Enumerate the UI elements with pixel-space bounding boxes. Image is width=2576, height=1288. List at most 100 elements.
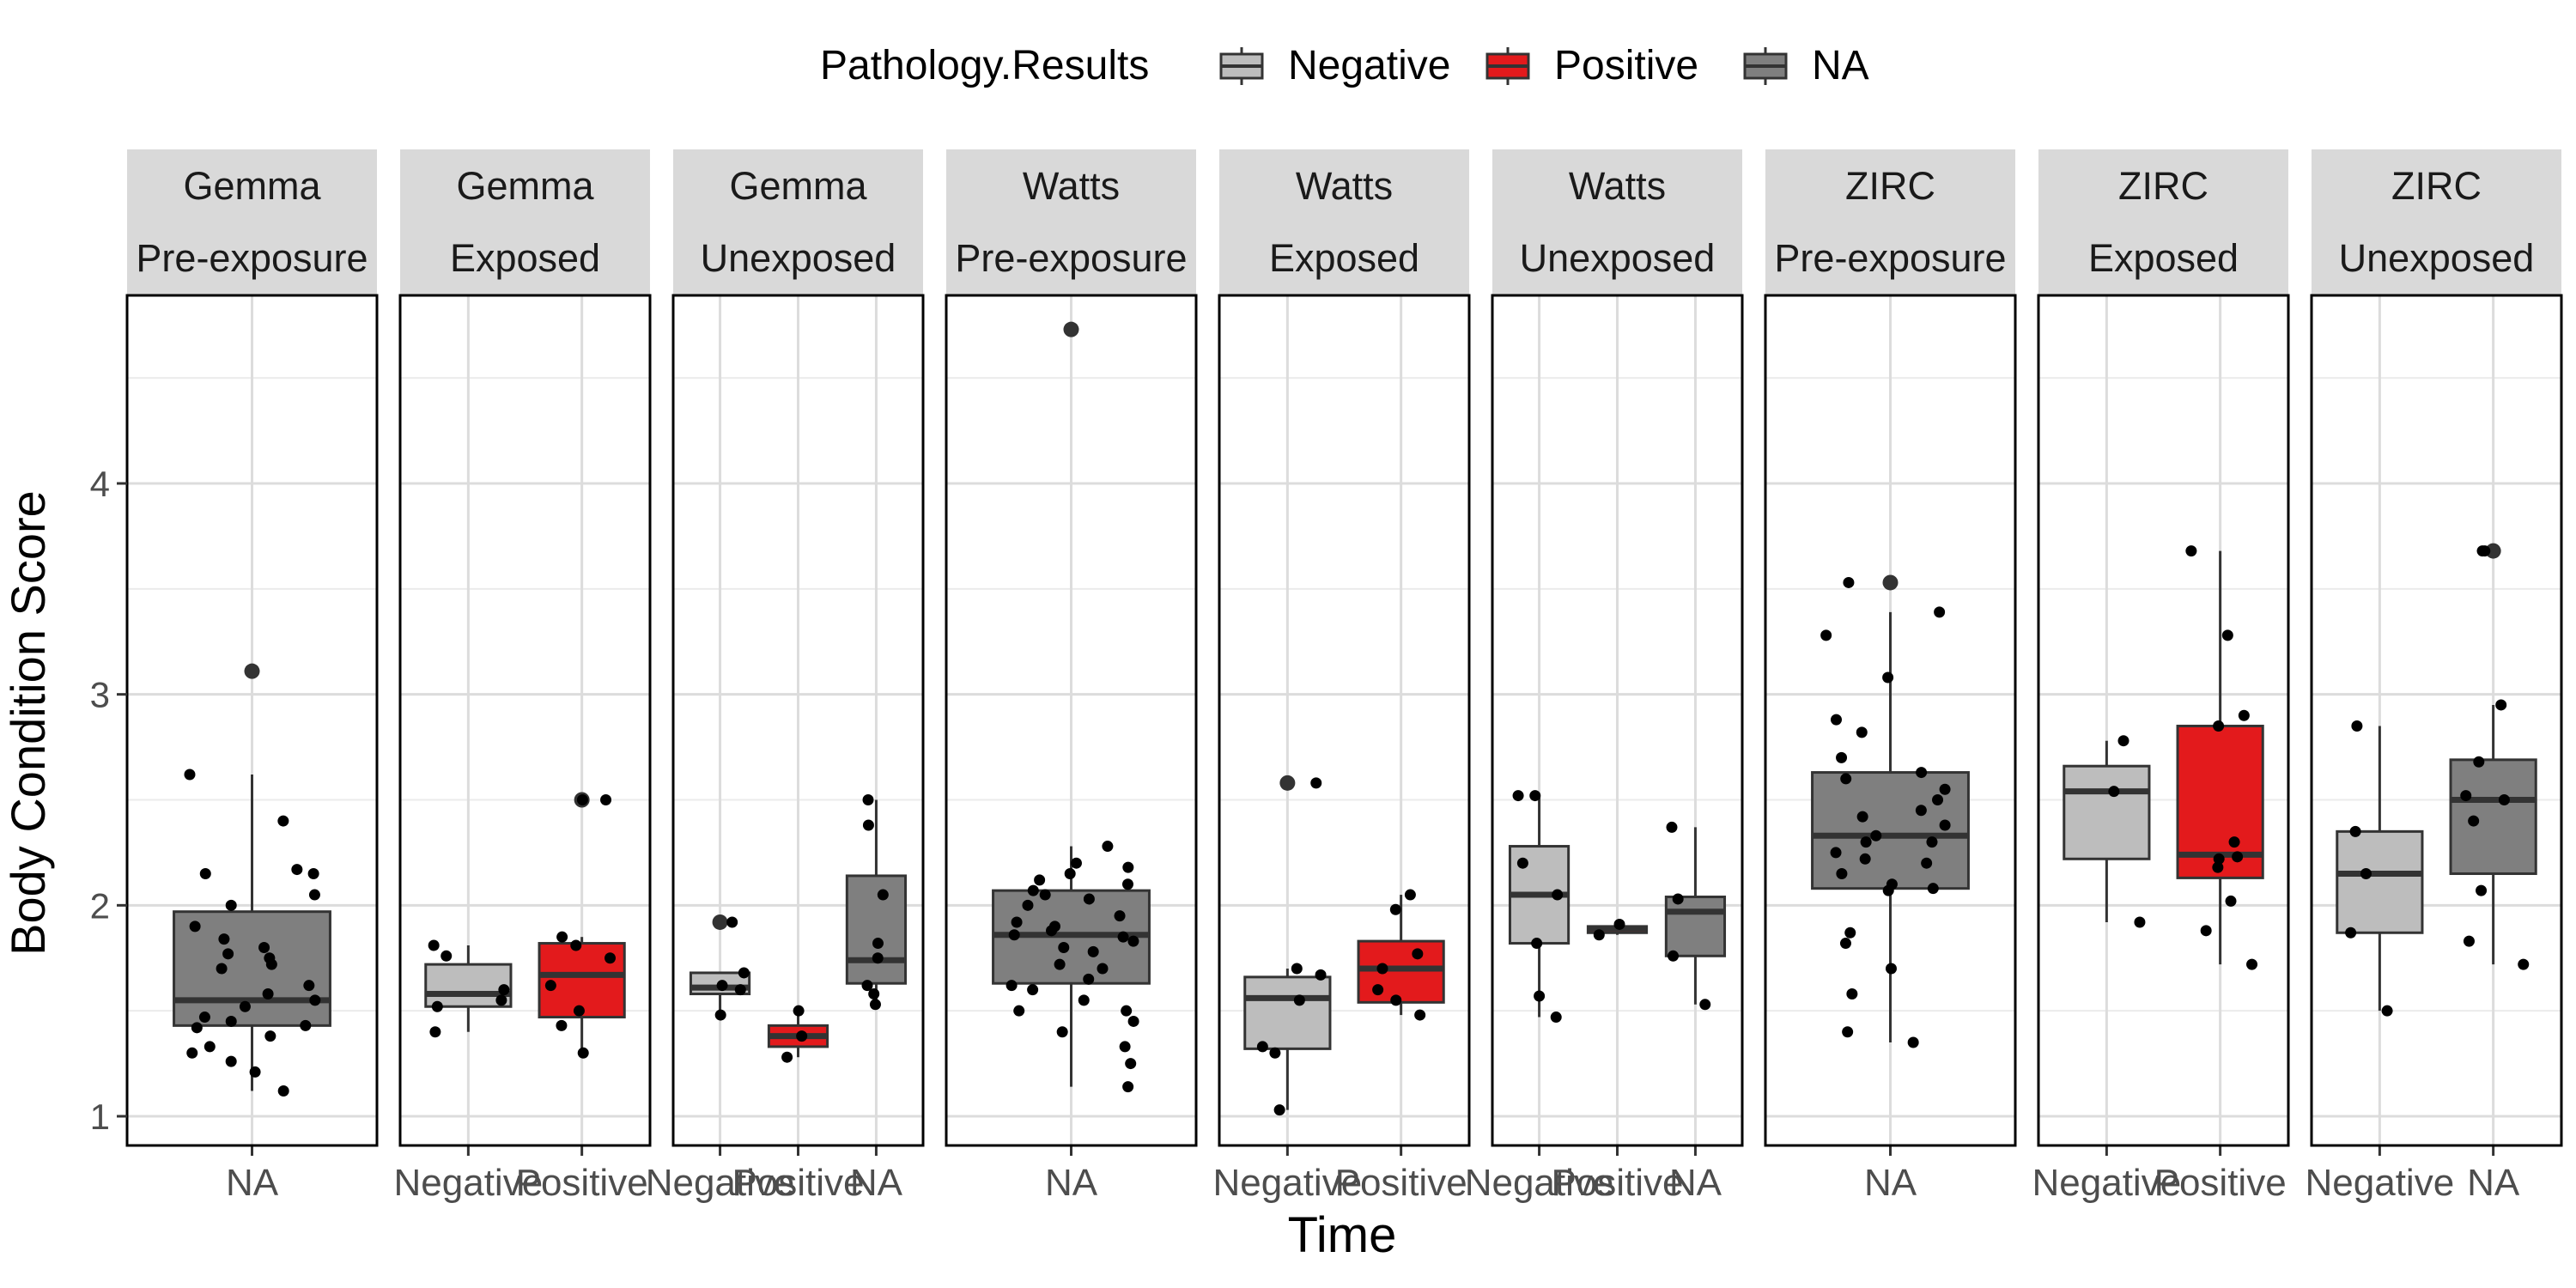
facet-panel: ZIRC Pre-exposure NA — [1764, 149, 2017, 1204]
data-point — [1529, 790, 1541, 802]
data-point — [2518, 958, 2530, 970]
facet-strip — [127, 149, 377, 295]
data-point — [2246, 958, 2258, 970]
facet-strip-site: Watts — [1023, 164, 1120, 208]
data-point — [576, 794, 588, 805]
data-point — [431, 1000, 443, 1012]
facet-strip-time: Exposed — [450, 236, 600, 280]
x-tick-label: Negative — [2032, 1162, 2182, 1204]
data-point — [186, 1047, 198, 1059]
data-point — [2468, 815, 2480, 827]
data-point — [738, 967, 750, 979]
y-tick-label: 4 — [90, 464, 110, 504]
facet-strip-time: Exposed — [1269, 236, 1419, 280]
box-na — [173, 663, 331, 1097]
facet-strip-time: Exposed — [2088, 236, 2239, 280]
panel-border — [398, 294, 652, 1147]
x-tick-label: Positive — [2154, 1162, 2287, 1204]
box-body — [538, 942, 626, 1019]
data-point — [264, 952, 276, 964]
data-point — [1389, 903, 1401, 915]
facet-panels: GemmaPre-exposureNAGemmaExposedNegativeP… — [125, 149, 2563, 1204]
panel-background — [2038, 295, 2288, 1145]
panel-border — [2037, 294, 2290, 1147]
data-point — [2213, 853, 2225, 865]
data-point — [570, 939, 582, 951]
data-point — [544, 980, 556, 992]
box-na — [1811, 574, 1970, 1048]
data-point — [440, 950, 453, 962]
facet-strip — [1765, 149, 2015, 295]
panel-border — [671, 294, 925, 1147]
data-point — [1269, 1047, 1281, 1059]
data-point — [1310, 777, 1322, 789]
data-point — [1121, 878, 1133, 890]
outlier-point — [1882, 574, 1899, 591]
facet-strip-time: Unexposed — [1520, 236, 1716, 280]
facet-strip-time: Unexposed — [701, 236, 896, 280]
box-negative — [1243, 775, 1332, 1116]
x-tick-label: Negative — [2306, 1162, 2455, 1204]
box-body — [173, 910, 331, 1027]
data-point — [277, 1085, 289, 1097]
data-point — [199, 867, 211, 879]
data-point — [1699, 999, 1711, 1011]
panel-border — [1491, 294, 1744, 1147]
data-point — [2460, 790, 2472, 802]
data-point — [1668, 950, 1680, 962]
legend-label-positive: Positive — [1554, 43, 1698, 88]
x-tick-label: Positive — [516, 1162, 648, 1204]
data-point — [189, 920, 201, 933]
x-tick-label: Positive — [732, 1162, 864, 1204]
data-point — [1022, 899, 1034, 911]
data-point — [1083, 973, 1095, 985]
data-point — [1830, 847, 1842, 859]
data-point — [872, 938, 884, 950]
data-point — [277, 815, 289, 827]
facet-strip-site: ZIRC — [2118, 164, 2208, 208]
data-point — [1034, 874, 1046, 886]
facet-strip — [1219, 149, 1469, 295]
data-point — [1122, 1081, 1134, 1093]
data-point — [309, 994, 321, 1006]
box-body — [2449, 758, 2537, 875]
data-point — [2185, 545, 2197, 557]
data-point — [1122, 861, 1134, 873]
data-point — [1390, 994, 1402, 1006]
data-point — [2213, 720, 2225, 732]
data-point — [2495, 699, 2507, 711]
data-point — [1078, 994, 1090, 1006]
facet-strip-site: Watts — [1569, 164, 1666, 208]
data-point — [1870, 829, 1882, 841]
data-point — [303, 980, 315, 992]
box-positive — [538, 792, 626, 1059]
data-point — [1372, 984, 1384, 996]
data-point — [1013, 1005, 1025, 1017]
data-point — [1119, 1041, 1131, 1053]
data-point — [1886, 878, 1898, 890]
data-point — [495, 994, 507, 1006]
data-point — [218, 933, 230, 945]
data-point — [1926, 836, 1938, 848]
data-point — [1885, 963, 1897, 975]
box-negative — [689, 914, 751, 1021]
panel-background — [2312, 295, 2561, 1145]
facet-strip — [2312, 149, 2561, 295]
x-tick-label: Negative — [394, 1162, 544, 1204]
data-point — [781, 1051, 793, 1063]
data-point — [1839, 938, 1851, 950]
data-point — [1856, 811, 1868, 823]
data-point — [2212, 861, 2224, 873]
data-point — [1836, 751, 1848, 763]
data-point — [428, 939, 440, 951]
data-point — [714, 1009, 726, 1021]
data-point — [1293, 994, 1305, 1006]
box-negative — [1508, 790, 1571, 1024]
data-point — [1256, 1041, 1268, 1053]
legend-title: Pathology.Results — [820, 43, 1149, 88]
data-point — [1939, 819, 1951, 831]
data-point — [556, 1019, 568, 1031]
panel-border — [2310, 294, 2563, 1147]
